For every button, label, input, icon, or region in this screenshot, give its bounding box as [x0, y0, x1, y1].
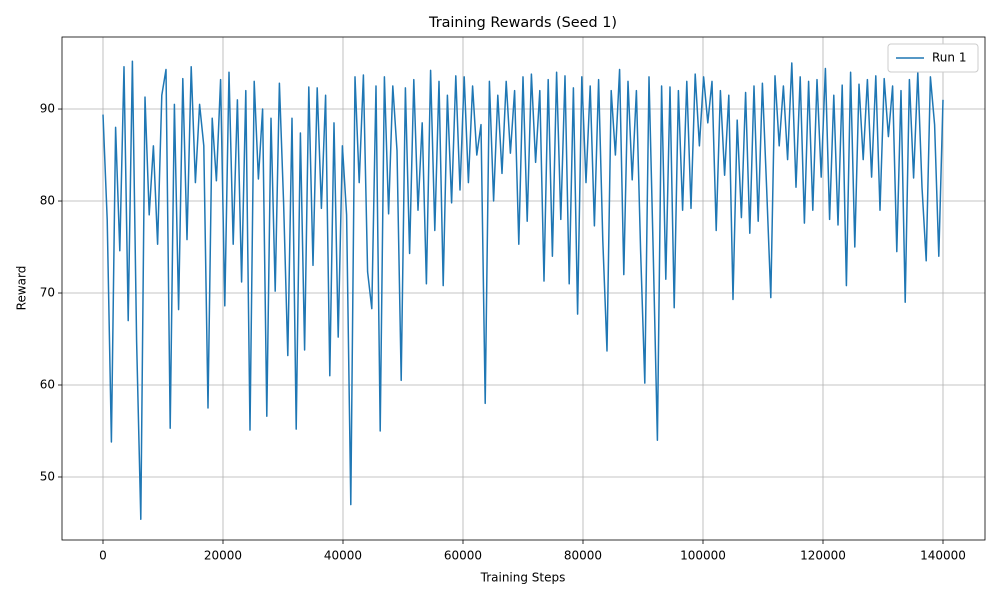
- legend-box: [887, 43, 979, 73]
- x-axis-label: Training Steps: [480, 571, 566, 585]
- chart-title: Training Rewards (Seed 1): [428, 15, 617, 31]
- x-tick-label: 120000: [800, 549, 846, 563]
- x-tick-label: 100000: [680, 549, 726, 563]
- y-tick-label: 90: [40, 102, 55, 116]
- x-tick-label: 40000: [324, 549, 362, 563]
- y-tick-label: 80: [40, 194, 55, 208]
- x-tick-label: 80000: [564, 549, 602, 563]
- y-tick-label: 50: [40, 469, 55, 483]
- plot-frame: [61, 36, 986, 541]
- x-tick-label: 140000: [920, 549, 966, 563]
- legend-label: Run 1: [932, 51, 966, 65]
- x-tick-label: 0: [99, 549, 107, 563]
- y-axis-label: Reward: [15, 266, 29, 311]
- data-line: [102, 60, 944, 521]
- x-tick-label: 20000: [204, 549, 242, 563]
- y-tick-label: 70: [40, 286, 55, 300]
- x-tick-label: 60000: [444, 549, 482, 563]
- y-tick-label: 60: [40, 377, 55, 391]
